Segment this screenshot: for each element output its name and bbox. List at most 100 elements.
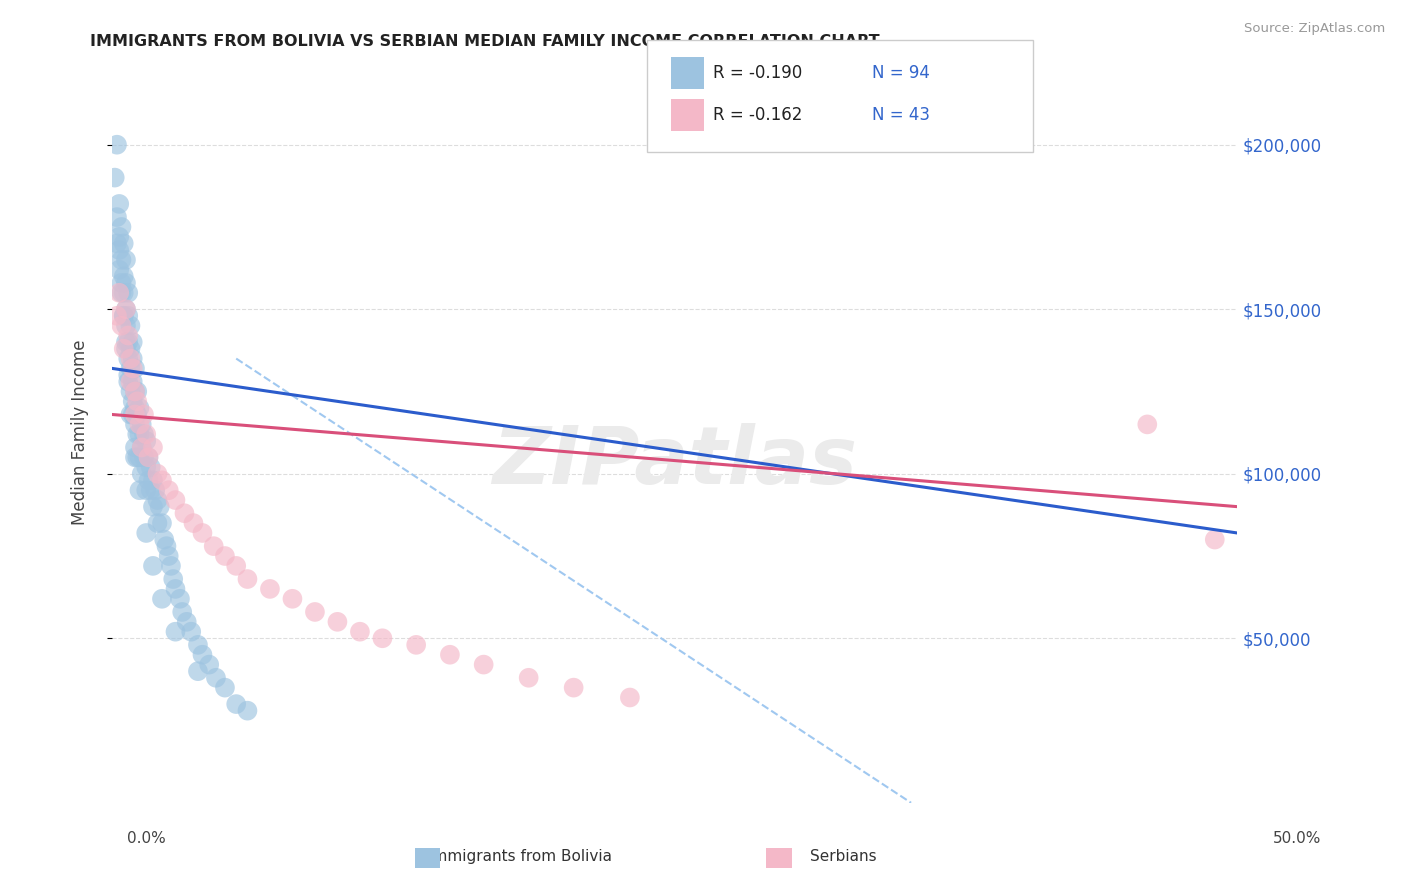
Point <box>131 441 153 455</box>
Point <box>160 558 183 573</box>
Point <box>619 690 641 705</box>
Point <box>131 467 153 481</box>
Point <box>198 657 221 672</box>
Point <box>131 417 153 432</box>
Point <box>117 375 139 389</box>
Point <box>214 681 236 695</box>
Point <box>517 671 540 685</box>
Point <box>124 384 146 399</box>
Point <box>183 516 205 530</box>
Point <box>142 500 165 514</box>
Point <box>112 309 135 323</box>
Point <box>142 558 165 573</box>
Point <box>236 704 259 718</box>
Point <box>120 318 142 333</box>
Point <box>124 384 146 399</box>
Point <box>142 441 165 455</box>
Point <box>105 210 128 224</box>
Point <box>127 408 149 422</box>
Point <box>135 483 157 498</box>
Point <box>117 368 139 382</box>
Point <box>326 615 349 629</box>
Point <box>472 657 495 672</box>
Point <box>112 285 135 300</box>
Text: 50.0%: 50.0% <box>1274 831 1322 846</box>
Point <box>214 549 236 563</box>
Point <box>124 361 146 376</box>
Point <box>146 493 169 508</box>
Point <box>110 276 132 290</box>
Point <box>135 427 157 442</box>
Point <box>135 526 157 541</box>
Point <box>1136 417 1159 432</box>
Point <box>112 269 135 284</box>
Point <box>138 450 160 465</box>
Point <box>132 450 155 465</box>
Point <box>115 302 138 317</box>
Point <box>202 539 225 553</box>
Point <box>112 236 135 251</box>
Point <box>135 460 157 475</box>
Point <box>150 473 173 487</box>
Point <box>135 434 157 448</box>
Point <box>162 572 184 586</box>
Point <box>304 605 326 619</box>
Point <box>149 500 172 514</box>
Point <box>187 664 209 678</box>
Point <box>146 467 169 481</box>
Point <box>127 427 149 442</box>
Point <box>110 219 132 234</box>
Point <box>562 681 585 695</box>
Point <box>120 361 142 376</box>
Point <box>108 197 131 211</box>
Text: ZIPatlas: ZIPatlas <box>492 423 858 501</box>
Point <box>128 417 150 432</box>
Point <box>128 427 150 442</box>
Point <box>108 285 131 300</box>
Point <box>108 230 131 244</box>
Point <box>120 408 142 422</box>
Point <box>124 401 146 415</box>
Point <box>150 591 173 606</box>
Point <box>153 533 176 547</box>
Point <box>115 342 138 356</box>
Point <box>155 539 177 553</box>
Point <box>120 351 142 366</box>
Point <box>165 493 187 508</box>
Point <box>128 401 150 415</box>
Text: Serbians: Serbians <box>810 849 877 863</box>
Point <box>121 394 143 409</box>
Point <box>121 375 143 389</box>
Point <box>115 302 138 317</box>
Point <box>225 558 247 573</box>
Point <box>439 648 461 662</box>
Point <box>117 335 139 350</box>
Point <box>128 483 150 498</box>
Point <box>105 137 128 152</box>
Point <box>124 417 146 432</box>
Point <box>138 450 160 465</box>
Point <box>157 549 180 563</box>
Point <box>104 170 127 185</box>
Point <box>150 516 173 530</box>
Point <box>108 243 131 257</box>
Point <box>120 375 142 389</box>
Point <box>157 483 180 498</box>
Point <box>121 408 143 422</box>
Point <box>143 483 166 498</box>
Text: R = -0.190: R = -0.190 <box>713 64 801 82</box>
Text: Source: ZipAtlas.com: Source: ZipAtlas.com <box>1244 22 1385 36</box>
Point <box>110 318 132 333</box>
Point <box>191 526 214 541</box>
Point <box>371 632 394 646</box>
Point <box>117 328 139 343</box>
Point <box>120 342 142 356</box>
Text: Immigrants from Bolivia: Immigrants from Bolivia <box>429 849 612 863</box>
Point <box>127 384 149 399</box>
Point <box>139 460 162 475</box>
Point <box>180 624 202 639</box>
Point <box>139 483 162 498</box>
Point <box>173 506 195 520</box>
Point <box>127 450 149 465</box>
Point <box>131 441 153 455</box>
